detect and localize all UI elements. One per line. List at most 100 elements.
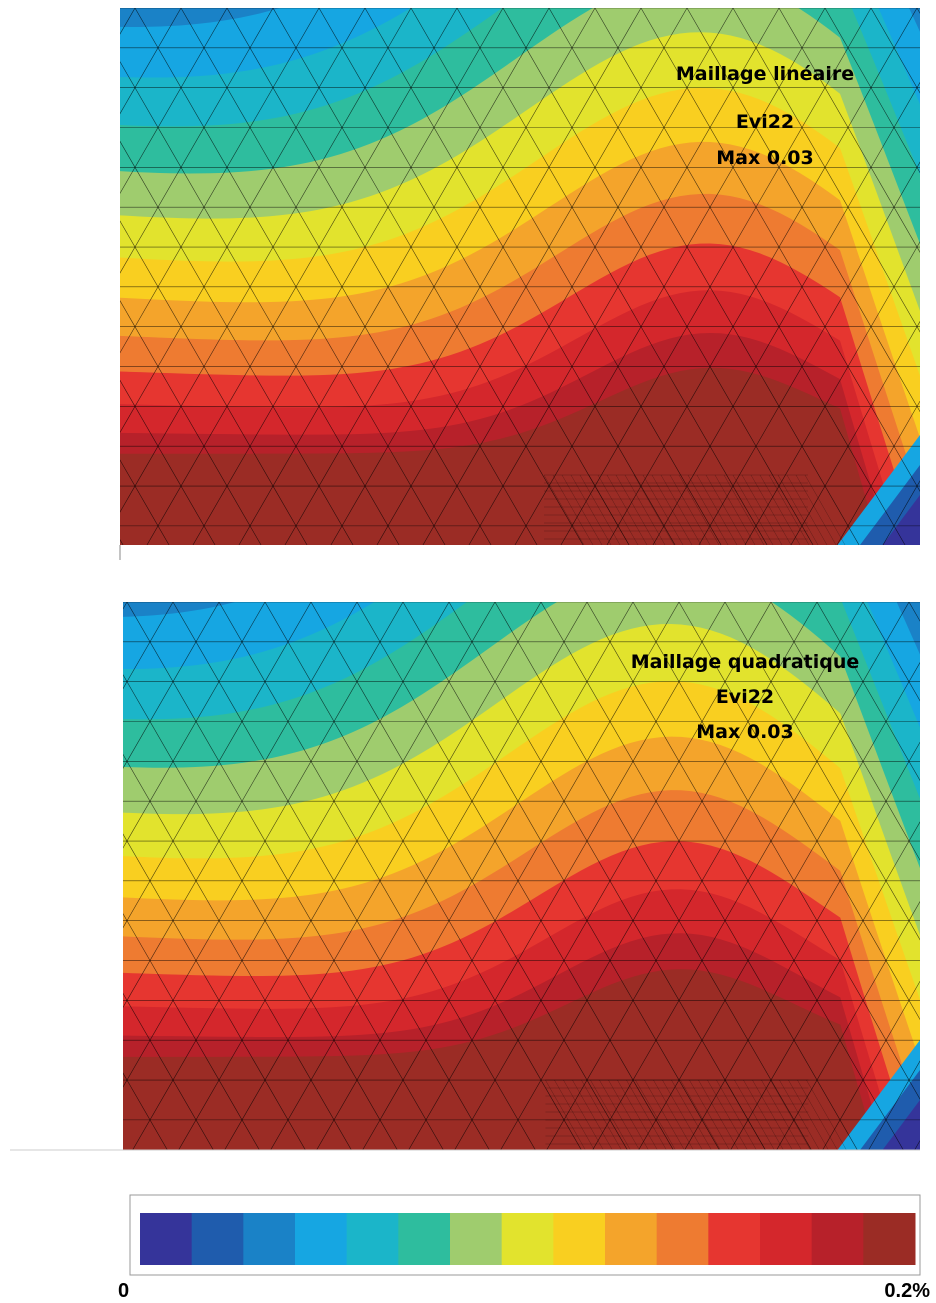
colorbar xyxy=(140,1213,916,1265)
mesh-line xyxy=(120,8,228,194)
panel-field: Evi22 xyxy=(716,686,774,708)
mesh-line xyxy=(597,474,639,545)
mesh-line xyxy=(120,300,262,545)
mesh xyxy=(0,8,936,545)
mesh-line xyxy=(632,602,920,1100)
mesh-line xyxy=(705,474,747,545)
mesh-line xyxy=(120,8,412,513)
mesh-line xyxy=(123,602,220,769)
mesh-line xyxy=(770,602,920,861)
mesh-line xyxy=(330,8,642,545)
mesh-line xyxy=(364,8,676,545)
mesh-line xyxy=(120,8,182,115)
mesh-line xyxy=(132,602,450,1150)
mesh-line xyxy=(0,602,75,1150)
contour-band xyxy=(882,495,920,545)
mesh-line xyxy=(687,474,729,545)
mesh-line xyxy=(540,602,858,1150)
mesh-line xyxy=(696,474,738,545)
mesh-line xyxy=(795,474,837,545)
mesh-line xyxy=(741,474,783,545)
mesh-line xyxy=(678,474,720,545)
mesh-line xyxy=(626,1079,667,1150)
mesh-line xyxy=(732,474,774,545)
mesh-line xyxy=(316,602,634,1150)
mesh-line xyxy=(192,8,504,545)
mesh-line xyxy=(270,602,588,1150)
colorbar-swatch xyxy=(140,1213,193,1265)
mesh-line xyxy=(716,1079,757,1150)
mesh-line xyxy=(494,602,812,1150)
mesh-line xyxy=(579,474,621,545)
mesh-line xyxy=(617,1079,658,1150)
mesh-line xyxy=(759,474,801,545)
colorbar-swatch xyxy=(501,1213,554,1265)
colorbar-swatch xyxy=(605,1213,658,1265)
mesh-line xyxy=(146,8,458,545)
mesh-line xyxy=(732,8,920,333)
panel-title: Maillage linéaire xyxy=(676,63,854,85)
colorbar-swatch xyxy=(450,1213,503,1265)
mesh-line xyxy=(929,8,936,545)
panel-title: Maillage quadratique xyxy=(631,651,860,673)
mesh-line xyxy=(123,602,404,1088)
mesh-line xyxy=(644,1079,685,1150)
mesh-line xyxy=(586,602,904,1150)
mesh-line xyxy=(448,602,766,1150)
mesh-line xyxy=(134,8,446,545)
mesh-line xyxy=(123,992,214,1150)
mesh-line xyxy=(226,8,538,545)
mesh-line xyxy=(862,602,920,702)
panel-max: Max 0.03 xyxy=(696,721,793,743)
mesh-line xyxy=(120,8,136,35)
mesh-line xyxy=(362,602,680,1150)
mesh-line xyxy=(456,8,768,545)
mesh-line xyxy=(599,1079,640,1150)
mesh xyxy=(0,602,920,1150)
mesh-line xyxy=(651,474,693,545)
colorbar-swatch xyxy=(553,1213,606,1265)
mesh-line xyxy=(218,602,536,1150)
mesh-line xyxy=(816,602,920,782)
mesh-line xyxy=(123,674,398,1150)
mesh-line xyxy=(788,1079,829,1150)
mesh-line xyxy=(750,474,792,545)
mesh-line xyxy=(570,474,612,545)
mesh-line xyxy=(410,8,722,545)
mesh-line xyxy=(123,913,260,1150)
mesh-line xyxy=(120,8,274,274)
mesh-line xyxy=(376,8,688,545)
mesh-line xyxy=(592,602,910,1150)
mesh-line xyxy=(502,8,814,545)
mesh-line xyxy=(120,61,400,545)
mesh-line xyxy=(608,1079,649,1150)
colorbar-swatch xyxy=(811,1213,864,1265)
mesh-line xyxy=(514,8,826,545)
mesh-line xyxy=(123,602,312,929)
mesh-fine xyxy=(543,474,846,545)
mesh-line xyxy=(824,8,920,174)
contour-band xyxy=(882,1100,920,1150)
mesh-line xyxy=(836,400,920,545)
mesh-line xyxy=(356,602,674,1150)
mesh-line xyxy=(624,474,666,545)
mesh-line xyxy=(0,602,35,1150)
mesh-line xyxy=(126,602,444,1150)
mesh-line xyxy=(689,1079,730,1150)
colorbar-swatch xyxy=(243,1213,296,1265)
mesh-line xyxy=(0,8,31,545)
mesh-line xyxy=(120,379,216,545)
mesh-line xyxy=(543,474,585,545)
mesh-line xyxy=(660,474,702,545)
mesh-line xyxy=(724,602,920,941)
mesh-line xyxy=(638,662,920,1150)
colorbar-swatch xyxy=(191,1213,244,1265)
panel-quadratic xyxy=(0,602,920,1150)
mesh-line xyxy=(723,474,765,545)
mesh-line xyxy=(779,1079,820,1150)
mesh-line xyxy=(606,474,648,545)
mesh-line xyxy=(730,821,920,1150)
mesh-line xyxy=(752,1079,793,1150)
colorbar-max: 0.2% xyxy=(884,1280,930,1302)
